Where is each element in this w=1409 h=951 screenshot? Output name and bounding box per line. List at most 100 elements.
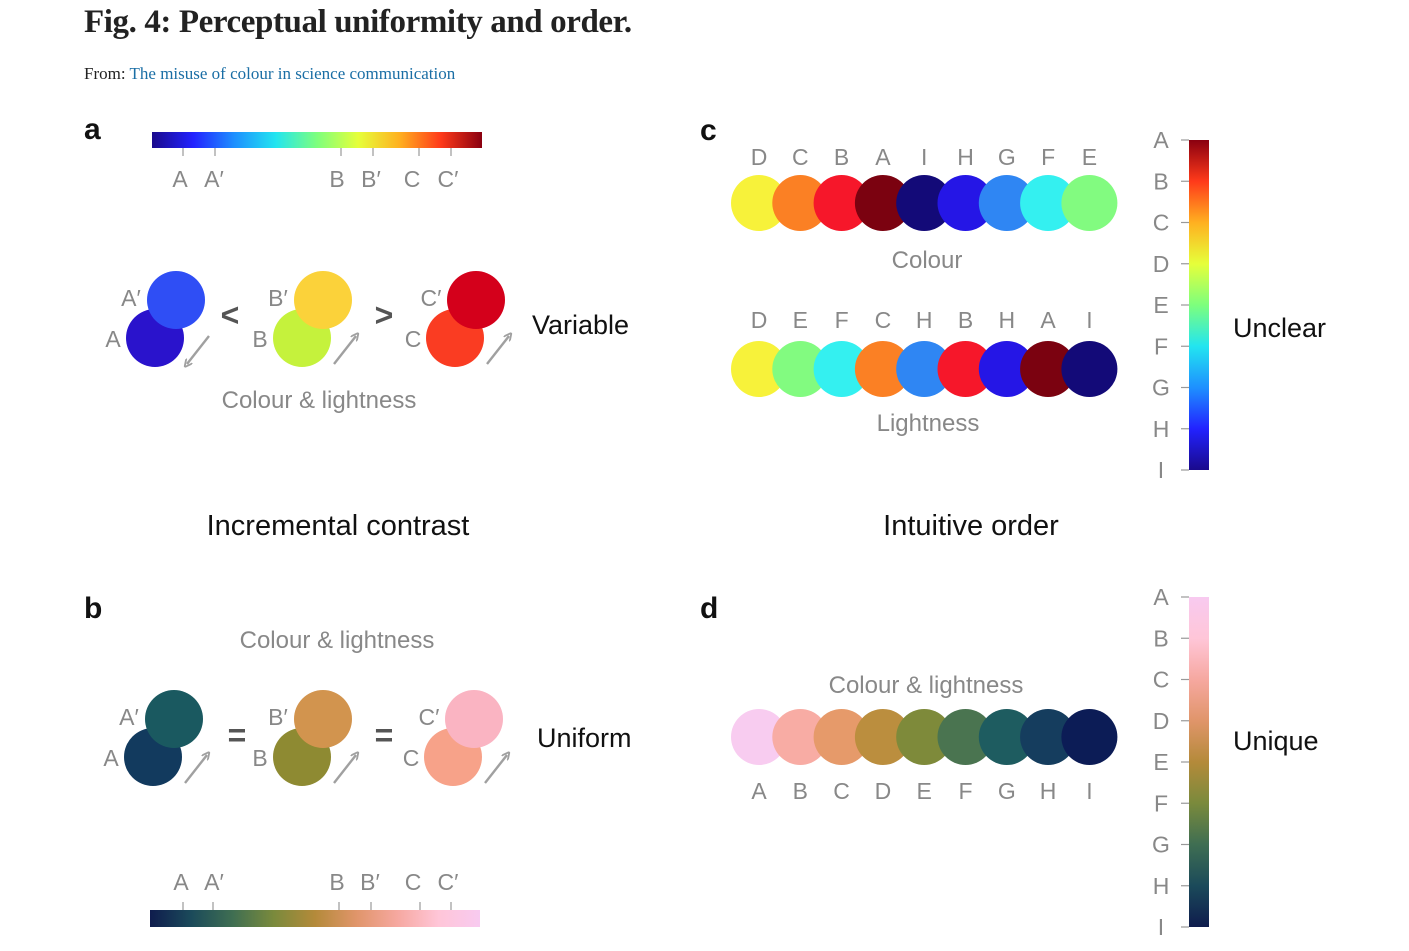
panel-c-row1-dot [772, 175, 829, 231]
panel-c-row2-letter: I [1086, 307, 1092, 333]
panel-b-label: b [84, 592, 102, 625]
panel-c-bar-tick-label: B [1153, 168, 1168, 194]
panel-b-label-C: C [403, 745, 420, 771]
panel-d-bar-tick-label: H [1153, 873, 1170, 899]
panel-c-row1-dot [1061, 175, 1118, 231]
panel-d-caption: Colour & lightness [829, 672, 1024, 699]
panel-c-row2-letter: F [835, 307, 849, 333]
panel-c-bar-tick-label: D [1153, 251, 1170, 277]
panel-d-dot [937, 709, 994, 765]
panel-d-bar-tick-label: E [1153, 749, 1168, 775]
heading-intuitive-order: Intuitive order [883, 510, 1059, 542]
panel-a-caption: Colour & lightness [222, 387, 417, 414]
panel-b-label-C′: C′ [419, 704, 440, 730]
panel-c-row1-dot [937, 175, 994, 231]
panel-a-tick-label: B [329, 166, 344, 192]
panel-c-row2-letter: A [1040, 307, 1056, 333]
panel-c-row1-letter: A [875, 144, 891, 170]
panel-b-arrow-up [484, 755, 507, 784]
panel-a-colourbar [152, 132, 482, 148]
panel-c-row1-letter: I [921, 144, 927, 170]
panel-a-operator: < [221, 297, 240, 333]
panel-a-tick-label: B′ [361, 166, 381, 192]
panel-b-label-A: A [103, 745, 119, 771]
panel-d-label: d [700, 592, 718, 625]
panel-a-tick-label: A [172, 166, 188, 192]
panel-c-row2-dot [813, 341, 870, 397]
panel-b-label-B: B [252, 745, 267, 771]
panel-b-tick-label: B [329, 869, 344, 895]
panel-a-circle-pairs: AA′ BB′ C C′ < > [105, 271, 509, 367]
panel-b-circle-A′ [145, 690, 203, 748]
panel-b-tick-label: C′ [438, 869, 459, 895]
panel-c-row2-dot [1020, 341, 1077, 397]
panel-c-row2-letter: E [793, 307, 808, 333]
panel-b-tick-label: B′ [360, 869, 380, 895]
panel-a-label-B′: B′ [268, 285, 288, 311]
panel-a-tick-label: A′ [204, 166, 224, 192]
panel-c-colourbar [1189, 140, 1209, 470]
panel-c-verdict: Unclear [1233, 313, 1326, 343]
panel-c-row1-dot [978, 175, 1035, 231]
panel-d-letter: A [751, 778, 767, 804]
panel-c-row2-dot [731, 341, 787, 397]
panel-c-row1-dot [896, 175, 953, 231]
panel-c-row2-dot [937, 341, 994, 397]
panel-a-arrow-down [187, 335, 210, 364]
panel-d-letter: G [998, 778, 1016, 804]
panel-d-letter: I [1086, 778, 1092, 804]
panel-c-bar-tick-label: F [1154, 333, 1168, 359]
panel-d-dot [854, 709, 911, 765]
panel-c-row2-dot [772, 341, 829, 397]
panel-c-bar-tick-label: A [1153, 127, 1169, 153]
panel-b-circle-pairs: AA′ BB′ C C′ = = [103, 690, 507, 786]
panel-b-arrow-up [184, 755, 207, 784]
panel-d-dot [731, 709, 787, 765]
from-label: From: [84, 64, 126, 83]
panel-a-arrow-up [333, 336, 356, 365]
source-line: From: The misuse of colour in science co… [84, 64, 455, 84]
panel-c-bar-tick-label: I [1158, 457, 1164, 483]
panel-a-operator: > [375, 297, 394, 333]
panel-d-bar-tick-label: F [1154, 790, 1168, 816]
panel-b-operator: = [228, 717, 247, 753]
panel-c-bar-tick-label: E [1153, 292, 1168, 318]
panel-a: a A A′ B B′ C C′ AA′BB′CC′< > Variable Colour … [84, 113, 629, 414]
panel-b-ticks: A A′ B B′ C C′ [173, 869, 458, 910]
panel-c-bar-tick-label: C [1153, 210, 1170, 236]
panel-a-label-A′: A′ [121, 285, 141, 311]
panel-d-letter: B [793, 778, 808, 804]
figure-title: Fig. 4: Perceptual uniformity and order. [84, 4, 632, 40]
panel-d-letter: H [1040, 778, 1057, 804]
panel-c-row2-dot [1061, 341, 1118, 397]
panel-d-bar-tick-label: C [1153, 667, 1170, 693]
panel-c-row2-dot [978, 341, 1035, 397]
panel-a-circle-B′ [294, 271, 352, 329]
panel-c-row2-caption: Lightness [877, 410, 980, 437]
panel-a-label-C′: C′ [421, 285, 442, 311]
panel-c-row2-letter: D [751, 307, 768, 333]
panel-d-verdict: Unique [1233, 726, 1319, 756]
panel-b-tick-label: A [173, 869, 189, 895]
panel-c-row1-letter: H [957, 144, 974, 170]
source-article-link[interactable]: The misuse of colour in science communic… [129, 64, 456, 83]
panel-c-bar-tick-label: G [1152, 375, 1170, 401]
panel-c-row2-letter: H [998, 307, 1015, 333]
panel-d-dot [1061, 709, 1118, 765]
panel-c-row1-dot [854, 175, 911, 231]
panel-c-row1-letter: D [751, 144, 768, 170]
panel-b-tick-label: A′ [204, 869, 224, 895]
panel-a-label-B: B [252, 326, 267, 352]
panel-b-operator: = [375, 717, 394, 753]
panel-d-letter: D [875, 778, 892, 804]
panel-c-row1-dot [813, 175, 870, 231]
panel-c-row1-letter: F [1041, 144, 1055, 170]
panel-b-circle-B′ [294, 690, 352, 748]
panel-d-letter: F [958, 778, 972, 804]
panel-b-tick-label: C [405, 869, 422, 895]
panel-c-row1-dot [731, 175, 787, 231]
